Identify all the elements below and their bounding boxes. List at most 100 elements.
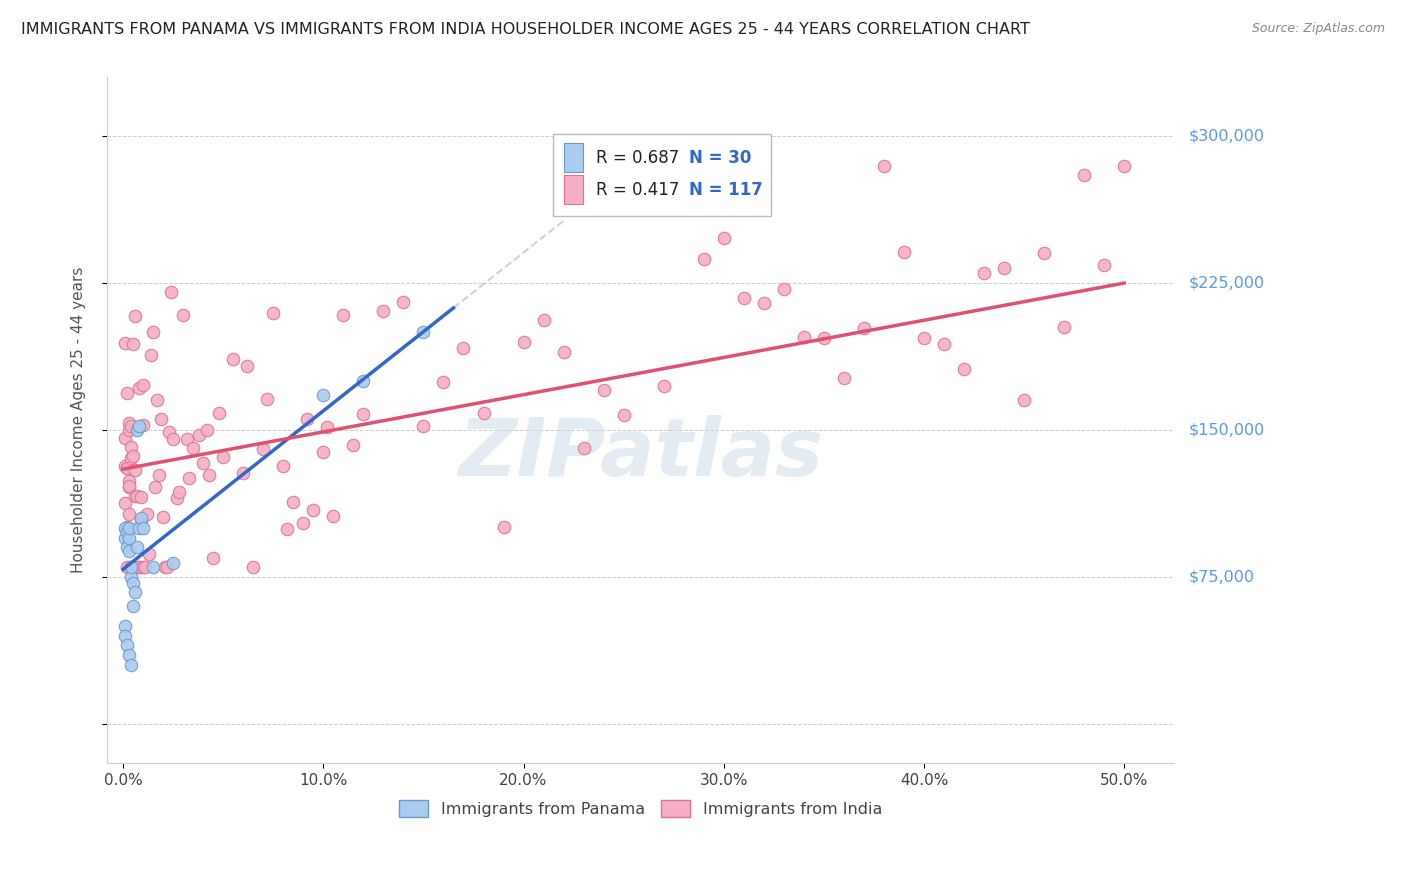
Point: [120, 657, 142, 672]
Point: [160, 285, 183, 300]
Point: [773, 283, 796, 297]
Point: [127, 560, 149, 574]
Point: [472, 406, 495, 420]
Point: [297, 412, 319, 426]
Point: [114, 459, 136, 474]
Point: [453, 341, 475, 355]
Point: [128, 560, 150, 574]
Point: [122, 575, 145, 590]
Point: [1092, 259, 1115, 273]
Point: [432, 375, 454, 389]
Point: [283, 495, 305, 509]
Point: [167, 485, 190, 500]
Point: [953, 362, 976, 376]
Point: [153, 560, 176, 574]
Point: [115, 461, 138, 475]
Point: [128, 419, 150, 434]
Legend: Immigrants from Panama, Immigrants from India: Immigrants from Panama, Immigrants from …: [394, 794, 889, 823]
Point: [132, 378, 155, 392]
Point: [115, 560, 138, 574]
Point: [276, 522, 298, 536]
Point: [120, 451, 142, 466]
Point: [592, 383, 614, 397]
Point: [122, 337, 145, 351]
Point: [832, 371, 855, 385]
Point: [115, 541, 138, 555]
Text: $75,000: $75,000: [1188, 569, 1254, 584]
Point: [124, 463, 146, 477]
Point: [208, 406, 231, 420]
Point: [342, 438, 364, 452]
Point: [148, 468, 170, 483]
Point: [128, 381, 150, 395]
Point: [252, 442, 274, 456]
Point: [932, 336, 955, 351]
Point: [412, 419, 434, 434]
Point: [652, 378, 675, 392]
Point: [114, 531, 136, 545]
Point: [146, 392, 169, 407]
Y-axis label: Householder Income Ages 25 - 44 years: Householder Income Ages 25 - 44 years: [72, 267, 86, 574]
Point: [316, 420, 339, 434]
Bar: [564, 176, 583, 204]
Point: [352, 407, 374, 421]
Point: [533, 313, 555, 327]
Point: [492, 520, 515, 534]
Text: R = 0.687: R = 0.687: [596, 149, 679, 167]
Point: [118, 423, 141, 437]
Point: [115, 520, 138, 534]
Point: [134, 560, 156, 574]
Point: [114, 618, 136, 632]
Point: [813, 331, 835, 345]
Point: [115, 385, 138, 400]
Point: [118, 544, 141, 558]
Point: [114, 335, 136, 350]
Point: [122, 449, 145, 463]
Point: [553, 198, 575, 212]
Point: [993, 260, 1015, 275]
Point: [118, 508, 141, 522]
Point: [132, 418, 155, 433]
Point: [157, 425, 180, 439]
Point: [122, 560, 145, 574]
Point: [733, 291, 755, 305]
Point: [172, 308, 194, 322]
Point: [693, 252, 716, 266]
Point: [793, 330, 815, 344]
Point: [162, 432, 184, 446]
Point: [912, 331, 935, 345]
Point: [127, 541, 149, 555]
Point: [142, 560, 165, 574]
Point: [973, 266, 995, 280]
Point: [1012, 393, 1035, 408]
Point: [120, 440, 142, 454]
Point: [118, 480, 141, 494]
Point: [198, 468, 221, 483]
Point: [139, 348, 162, 362]
Point: [118, 648, 141, 662]
Point: [195, 423, 218, 437]
Point: [752, 296, 775, 310]
Point: [114, 521, 136, 535]
Point: [114, 431, 136, 445]
Point: [332, 308, 354, 322]
Point: [132, 560, 155, 574]
Point: [1033, 245, 1056, 260]
Point: [114, 496, 136, 510]
Point: [322, 508, 344, 523]
Point: [572, 441, 595, 455]
Point: [181, 441, 204, 455]
Point: [166, 491, 188, 505]
Point: [115, 638, 138, 652]
Text: ZIPatlas: ZIPatlas: [458, 416, 823, 493]
Point: [122, 599, 145, 614]
Point: [271, 459, 294, 474]
Point: [118, 416, 141, 430]
Point: [124, 309, 146, 323]
Point: [124, 585, 146, 599]
Point: [553, 345, 575, 359]
Text: $150,000: $150,000: [1188, 423, 1264, 437]
Point: [242, 560, 264, 574]
Point: [1073, 168, 1095, 182]
Point: [120, 560, 142, 574]
